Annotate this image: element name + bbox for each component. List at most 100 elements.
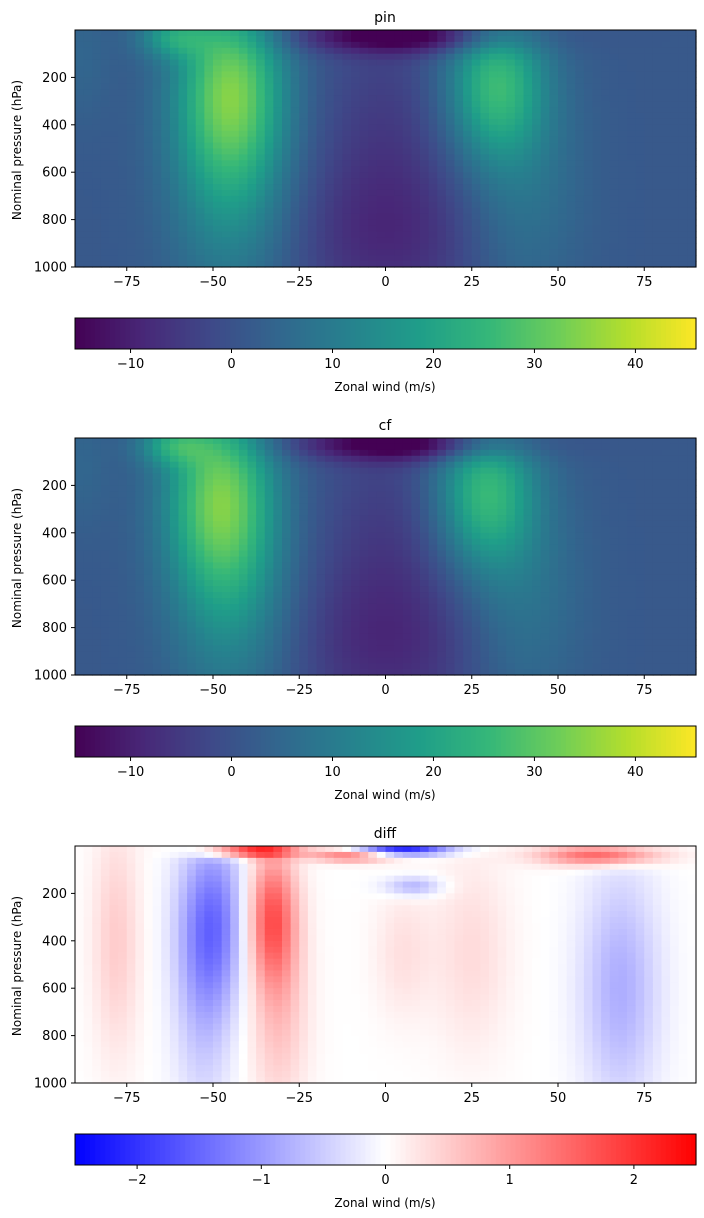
heatmap-cell <box>152 568 162 575</box>
heatmap-cell <box>471 556 481 564</box>
heatmap-cell <box>247 107 257 114</box>
heatmap-cell <box>376 479 387 486</box>
heatmap-cell <box>644 71 654 78</box>
heatmap-cell <box>618 142 628 150</box>
heatmap-cell <box>549 53 559 61</box>
heatmap-cell <box>351 467 361 475</box>
heatmap-cell <box>195 461 205 469</box>
heatmap-cell <box>523 59 533 67</box>
heatmap-cell <box>575 124 585 132</box>
heatmap-cell <box>169 243 180 250</box>
heatmap-cell <box>575 77 585 84</box>
heatmap-cell <box>282 515 292 522</box>
heatmap-cell <box>523 89 533 96</box>
heatmap-cell <box>299 237 309 244</box>
heatmap-cell <box>290 603 300 611</box>
heatmap-cell <box>583 213 594 221</box>
heatmap-cell <box>575 195 585 203</box>
heatmap-cell <box>385 497 395 504</box>
heatmap-cell <box>575 243 585 250</box>
heatmap-cell <box>670 184 680 191</box>
heatmap-cell <box>100 207 111 215</box>
heatmap-cell <box>670 89 680 96</box>
heatmap-cell <box>678 65 688 73</box>
heatmap-cell <box>514 118 525 126</box>
heatmap-cell <box>221 35 231 43</box>
heatmap-cell <box>135 195 145 203</box>
heatmap-cell <box>169 231 180 238</box>
heatmap-cell <box>299 83 309 90</box>
heatmap-cell <box>273 184 283 191</box>
heatmap-cell <box>213 562 223 569</box>
heatmap-cell <box>118 207 128 215</box>
heatmap-cell <box>540 201 550 209</box>
heatmap-cell <box>100 520 111 528</box>
heatmap-cell <box>144 657 154 664</box>
heatmap-cell <box>471 615 481 623</box>
heatmap-cell <box>135 621 145 629</box>
heatmap-cell <box>670 189 680 197</box>
heatmap-cell <box>437 130 447 138</box>
heatmap-cell <box>402 497 412 504</box>
heatmap-cell <box>221 574 231 581</box>
heatmap-cell <box>497 47 507 55</box>
colorbar-swatch <box>345 318 352 349</box>
colorbar-swatch <box>335 318 342 349</box>
heatmap-cell <box>109 89 119 96</box>
heatmap-cell <box>368 657 378 664</box>
heatmap-cell <box>428 586 438 593</box>
colorbar-swatch <box>425 318 432 349</box>
heatmap-cell <box>566 148 576 156</box>
heatmap-cell <box>394 538 404 546</box>
heatmap-cell <box>540 107 550 114</box>
heatmap-cell <box>376 178 387 185</box>
heatmap-cell <box>247 663 257 670</box>
heatmap-cell <box>480 526 490 534</box>
heatmap-cell <box>549 77 559 84</box>
heatmap-cell <box>471 639 481 646</box>
heatmap-cell <box>126 556 136 564</box>
heatmap-cell <box>282 663 292 670</box>
heatmap-cell <box>169 30 180 37</box>
heatmap-cell <box>152 621 162 629</box>
heatmap-cell <box>135 556 145 564</box>
heatmap-cell <box>523 101 533 108</box>
heatmap-cell <box>437 633 447 641</box>
heatmap-cell <box>126 651 136 658</box>
heatmap-cell <box>437 77 447 84</box>
heatmap-cell <box>497 243 507 250</box>
heatmap-cell <box>437 657 447 664</box>
heatmap-cell <box>238 112 249 120</box>
heatmap-cell <box>376 497 387 504</box>
heatmap-cell <box>635 201 645 209</box>
heatmap-cell <box>247 249 257 256</box>
heatmap-cell <box>75 243 85 250</box>
heatmap-cell <box>652 112 663 120</box>
heatmap-cell <box>592 71 602 78</box>
heatmap-cell <box>264 520 274 528</box>
heatmap-cell <box>195 118 205 126</box>
heatmap-cell <box>100 669 111 676</box>
heatmap-cell <box>316 544 326 552</box>
heatmap-cell <box>325 473 335 481</box>
heatmap-cell <box>204 231 214 238</box>
heatmap-cell <box>454 71 464 78</box>
heatmap-cell <box>437 184 447 191</box>
heatmap-cell <box>161 89 171 96</box>
heatmap-cell <box>118 30 128 37</box>
heatmap-cell <box>118 95 128 102</box>
heatmap-cell <box>514 213 525 221</box>
heatmap-cell <box>627 231 637 238</box>
heatmap-cell <box>83 53 93 61</box>
heatmap-cell <box>687 148 697 156</box>
heatmap-cell <box>126 538 136 546</box>
heatmap-cell <box>376 30 387 37</box>
heatmap-cell <box>454 142 464 150</box>
heatmap-cell <box>411 53 421 61</box>
heatmap-cell <box>540 195 550 203</box>
heatmap-cell <box>169 449 180 457</box>
heatmap-cell <box>480 438 490 445</box>
heatmap-cell <box>109 597 119 605</box>
heatmap-cell <box>463 621 473 629</box>
heatmap-cell <box>109 627 119 635</box>
